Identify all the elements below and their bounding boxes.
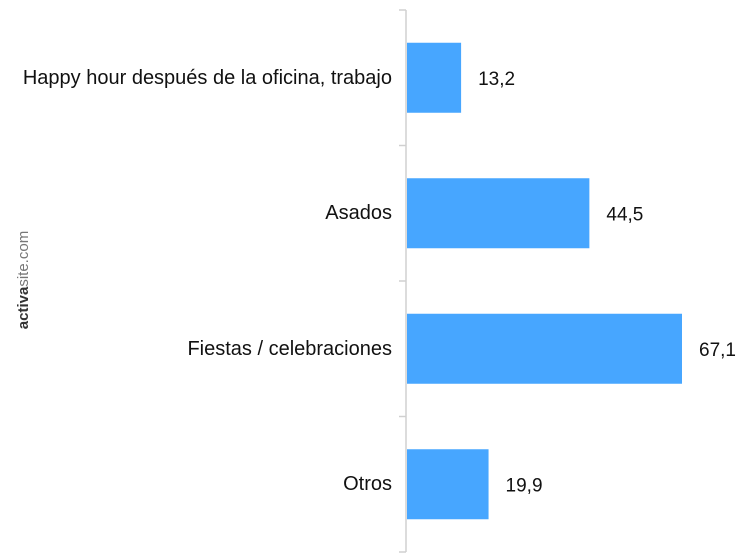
watermark-rest: site.com bbox=[15, 231, 32, 287]
category-label-box: Asados bbox=[20, 199, 392, 227]
category-label: Fiestas / celebraciones bbox=[187, 337, 392, 360]
category-label-box: Fiestas / celebraciones bbox=[20, 335, 392, 363]
value-label: 44,5 bbox=[606, 204, 643, 225]
category-label: Otros bbox=[343, 473, 392, 496]
value-label: 19,9 bbox=[506, 475, 543, 496]
category-label: Happy hour después de la oficina, trabaj… bbox=[22, 66, 392, 89]
bar bbox=[407, 313, 682, 384]
category-label: Asados bbox=[325, 202, 392, 225]
bar bbox=[407, 178, 590, 249]
bar bbox=[407, 42, 462, 113]
bar bbox=[407, 449, 489, 520]
watermark-bold: activa bbox=[15, 286, 32, 329]
category-label-box: Happy hour después de la oficina, trabaj… bbox=[20, 64, 392, 92]
value-label: 67,1 bbox=[699, 340, 736, 361]
value-label: 13,2 bbox=[478, 69, 515, 90]
category-label-box: Otros bbox=[20, 470, 392, 498]
watermark: activasite.com bbox=[15, 231, 32, 329]
